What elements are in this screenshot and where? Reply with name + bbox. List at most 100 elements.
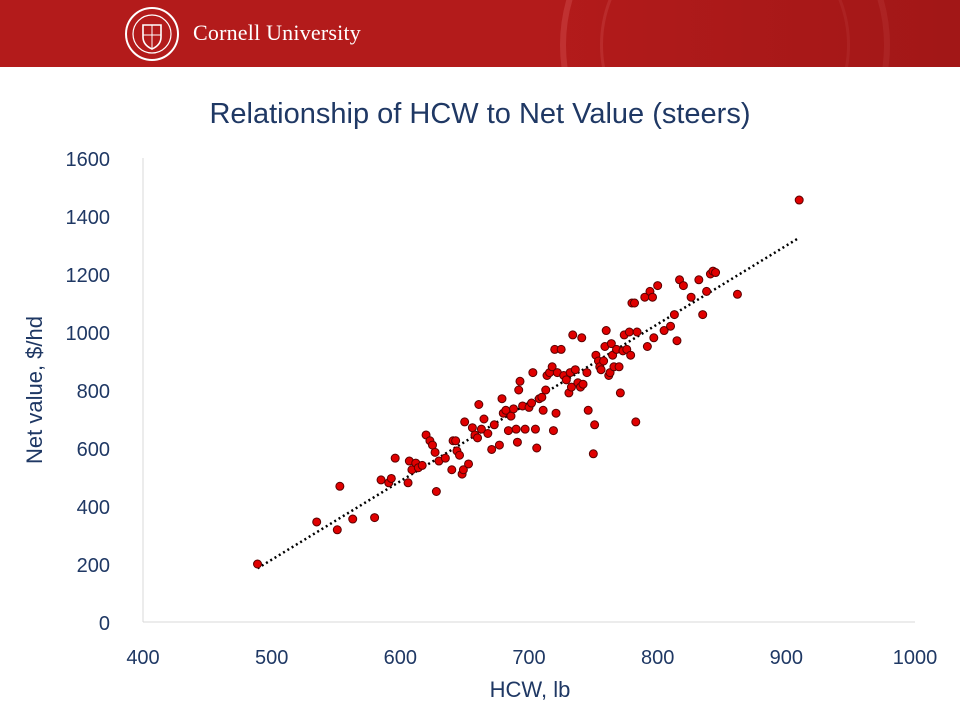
data-point xyxy=(672,336,682,346)
data-point xyxy=(794,195,804,205)
trendline-layer xyxy=(256,236,800,570)
data-point xyxy=(390,453,400,463)
x-tick-label: 400 xyxy=(126,647,159,669)
data-point xyxy=(403,478,413,488)
data-point xyxy=(417,460,427,470)
y-tick-label: 1600 xyxy=(66,149,111,171)
data-point xyxy=(514,385,524,395)
data-point xyxy=(669,310,679,320)
data-point xyxy=(678,281,688,291)
data-point xyxy=(512,437,522,447)
x-tick-label: 1000 xyxy=(893,647,938,669)
data-point xyxy=(447,465,457,475)
data-point xyxy=(451,436,461,446)
data-point xyxy=(630,298,640,308)
data-point xyxy=(430,447,440,457)
x-axis-label: HCW, lb xyxy=(490,677,571,702)
y-tick-label: 800 xyxy=(77,381,110,403)
x-tick-label: 700 xyxy=(512,647,545,669)
data-point xyxy=(578,379,588,389)
data-point xyxy=(253,559,263,569)
data-point xyxy=(440,453,450,463)
data-point xyxy=(348,514,358,524)
chart-title: Relationship of HCW to Net Value (steers… xyxy=(209,98,751,130)
data-point xyxy=(659,326,669,336)
cornell-seal-icon xyxy=(125,7,179,61)
data-point xyxy=(530,424,540,434)
data-point xyxy=(577,333,587,343)
y-axis-label: Net value, $/hd xyxy=(22,316,47,464)
x-tick-label: 600 xyxy=(384,647,417,669)
data-point xyxy=(532,443,542,453)
data-point xyxy=(515,376,525,386)
data-point xyxy=(547,362,557,372)
data-point xyxy=(556,344,566,354)
data-point xyxy=(431,487,441,496)
data-point xyxy=(370,513,380,523)
banner-shade xyxy=(540,0,960,67)
x-tick-label: 500 xyxy=(255,647,288,669)
data-point xyxy=(464,459,474,469)
y-tick-label: 1000 xyxy=(66,323,111,345)
data-point xyxy=(649,333,659,343)
trendline xyxy=(256,236,800,570)
data-point xyxy=(476,424,486,434)
data-points xyxy=(253,195,804,569)
data-point xyxy=(686,292,696,302)
data-point xyxy=(582,368,592,378)
data-point xyxy=(648,292,658,302)
data-point xyxy=(596,365,606,375)
data-point xyxy=(732,289,742,299)
data-point xyxy=(626,350,636,360)
data-point xyxy=(527,398,537,408)
data-point xyxy=(487,444,497,454)
axes xyxy=(142,158,915,623)
data-point xyxy=(694,275,704,285)
data-point xyxy=(666,321,676,331)
data-point xyxy=(335,481,345,491)
y-tick-label: 0 xyxy=(99,613,110,635)
data-point xyxy=(376,475,386,485)
tick-labels: 0 200 400 600 800 1000 1200 1400 1600 400 500 600 70… xyxy=(66,149,938,669)
y-tick-label: 400 xyxy=(77,497,110,519)
data-point xyxy=(509,404,519,414)
y-tick-label: 200 xyxy=(77,555,110,577)
data-point xyxy=(479,414,489,424)
header-banner: Cornell University xyxy=(0,0,960,67)
data-point xyxy=(332,525,342,535)
data-point xyxy=(386,473,396,483)
brand-name: Cornell University xyxy=(193,20,361,45)
data-point xyxy=(711,268,721,278)
data-point xyxy=(503,426,513,436)
data-point xyxy=(537,392,547,402)
data-point xyxy=(474,400,484,409)
data-point xyxy=(590,420,600,430)
data-point xyxy=(541,385,551,395)
data-point xyxy=(497,394,507,404)
data-point xyxy=(566,382,576,392)
data-point xyxy=(520,424,530,434)
y-tick-label: 600 xyxy=(77,439,110,461)
data-point xyxy=(624,327,634,337)
data-point xyxy=(702,286,712,296)
data-point xyxy=(528,368,538,378)
data-point xyxy=(588,449,598,459)
data-point xyxy=(551,408,561,418)
data-point xyxy=(698,310,708,320)
data-point xyxy=(561,375,571,385)
data-point xyxy=(615,388,625,398)
data-point xyxy=(599,356,609,366)
data-point xyxy=(653,281,663,291)
data-point xyxy=(570,365,580,375)
data-point xyxy=(538,405,548,415)
data-point xyxy=(614,362,624,372)
data-point xyxy=(489,420,499,430)
data-point xyxy=(312,517,322,527)
data-point xyxy=(601,326,611,336)
data-point xyxy=(631,417,641,427)
data-point xyxy=(483,429,493,438)
data-point xyxy=(548,426,558,436)
data-point xyxy=(642,342,652,351)
data-point xyxy=(455,450,465,460)
